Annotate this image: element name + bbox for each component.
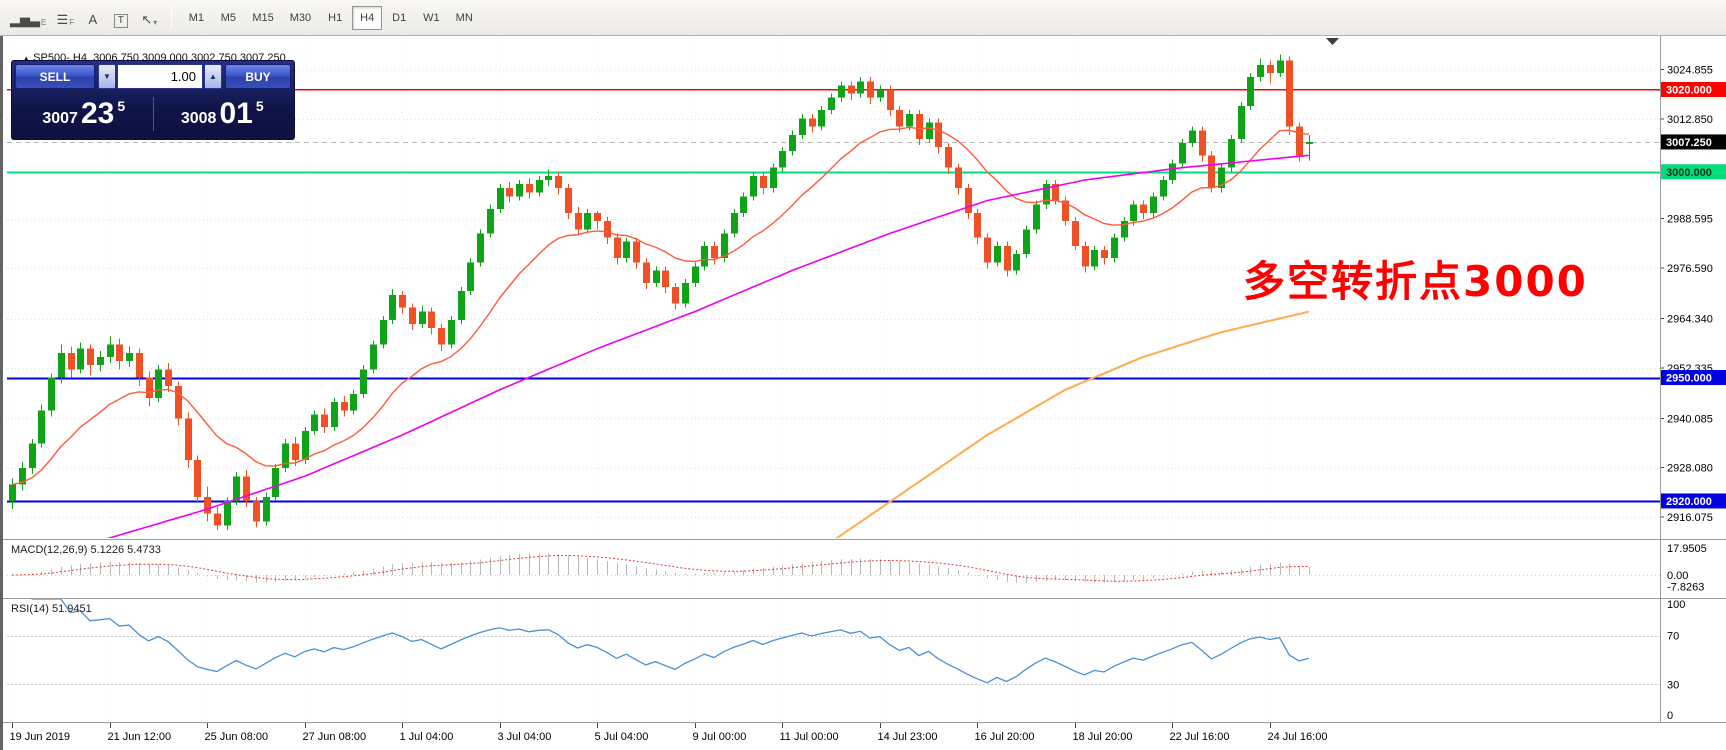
toolbar: ▂▅▃ E ☰ F A T ↖ ▾ M1 M5 M15 M30 H1 H4 D1 W1 MN	[0, 0, 1726, 36]
svg-text:2976.590: 2976.590	[1667, 263, 1713, 275]
timeframe-button-group: M1 M5 M15 M30 H1 H4 D1 W1 MN	[181, 5, 480, 30]
cursor-dropdown-icon[interactable]: ↖ ▾	[136, 5, 162, 31]
svg-text:5 Jul 04:00: 5 Jul 04:00	[595, 731, 649, 743]
timeframe-h1-button[interactable]: H1	[320, 6, 350, 30]
bar-chart-e-icon[interactable]: ▂▅▃ E	[6, 5, 50, 31]
svg-text:9 Jul 00:00: 9 Jul 00:00	[693, 731, 747, 743]
one-click-trading-panel[interactable]: SELL ▼ ▲ BUY 3007 23 5 3008 01 5	[11, 60, 295, 140]
sell-price-display: 3007 23 5	[15, 97, 153, 131]
svg-text:2916.075: 2916.075	[1667, 512, 1713, 524]
window-marker-icon: ▲	[22, 54, 31, 63]
svg-text:21 Jun 12:00: 21 Jun 12:00	[108, 731, 172, 743]
svg-text:3012.850: 3012.850	[1667, 114, 1713, 126]
timeframe-w1-button[interactable]: W1	[416, 6, 447, 30]
chart-canvas[interactable]: 3024.855 3012.850 2988.595 2976.590 2964.340…	[3, 36, 1726, 750]
toolbar-separator	[171, 6, 173, 29]
buy-price-base: 3008	[180, 110, 217, 127]
svg-text:2988.595: 2988.595	[1667, 214, 1713, 226]
buy-button[interactable]: BUY	[225, 64, 291, 89]
svg-text:100: 100	[1667, 599, 1685, 611]
volume-increase-button[interactable]: ▲	[204, 64, 222, 89]
timeframe-mn-button[interactable]: MN	[449, 6, 480, 30]
svg-text:27 Jun 08:00: 27 Jun 08:00	[303, 731, 367, 743]
svg-text:3 Jul 04:00: 3 Jul 04:00	[498, 731, 552, 743]
timeframe-m5-button[interactable]: M5	[213, 6, 243, 30]
svg-text:3024.855: 3024.855	[1667, 65, 1713, 77]
svg-text:25 Jun 08:00: 25 Jun 08:00	[205, 731, 269, 743]
panel-separators[interactable]	[3, 36, 1726, 723]
svg-text:22 Jul 16:00: 22 Jul 16:00	[1170, 731, 1230, 743]
rsi-panel	[7, 599, 1660, 685]
svg-text:24 Jul 16:00: 24 Jul 16:00	[1268, 731, 1328, 743]
svg-text:2920.000: 2920.000	[1666, 496, 1712, 508]
svg-text:2940.085: 2940.085	[1667, 413, 1713, 425]
time-axis[interactable]: 19 Jun 2019 21 Jun 12:00 25 Jun 08:00 27 Ju…	[10, 723, 1328, 743]
svg-text:17.9505: 17.9505	[1667, 543, 1707, 555]
macd-panel	[7, 553, 1660, 583]
macd-indicator-label: MACD(12,26,9) 5.1226 5.4733	[11, 544, 161, 556]
sell-button[interactable]: SELL	[15, 64, 95, 89]
text-a-icon[interactable]: A	[80, 5, 106, 31]
buy-price-display: 3008 01 5	[154, 97, 292, 131]
timeframe-m1-button[interactable]: M1	[181, 6, 211, 30]
svg-text:2928.080: 2928.080	[1667, 463, 1713, 475]
horizontal-level-lines[interactable]	[7, 88, 1660, 503]
buy-price-pips: 01	[219, 97, 253, 130]
chart-shift-marker[interactable]	[1326, 38, 1339, 45]
svg-text:0.00: 0.00	[1667, 570, 1688, 582]
svg-text:3007.250: 3007.250	[1666, 137, 1712, 149]
svg-text:2964.340: 2964.340	[1667, 314, 1713, 326]
moving-averages	[11, 126, 1310, 538]
svg-text:3020.000: 3020.000	[1666, 84, 1712, 96]
toolbar-icon-group: ▂▅▃ E ☰ F A T ↖ ▾	[6, 5, 162, 31]
chart-annotation: 多空转折点3000	[1243, 257, 1588, 306]
timeframe-d1-button[interactable]: D1	[384, 6, 414, 30]
list-f-icon[interactable]: ☰ F	[52, 5, 78, 31]
price-divider	[152, 97, 154, 131]
svg-text:70: 70	[1667, 631, 1679, 643]
volume-input[interactable]	[117, 64, 203, 89]
buy-price-fraction: 5	[255, 98, 264, 114]
svg-text:2950.000: 2950.000	[1666, 373, 1712, 385]
timeframe-m15-button[interactable]: M15	[245, 6, 280, 30]
svg-text:-7.8263: -7.8263	[1667, 582, 1704, 594]
svg-text:11 Jul 00:00: 11 Jul 00:00	[780, 731, 839, 743]
svg-text:16 Jul 20:00: 16 Jul 20:00	[975, 731, 1035, 743]
svg-text:0: 0	[1667, 710, 1673, 722]
svg-text:19 Jun 2019: 19 Jun 2019	[10, 731, 71, 743]
volume-spinner[interactable]: ▼ ▲	[98, 64, 222, 89]
sell-price-fraction: 5	[117, 98, 126, 114]
chart-area: 3024.855 3012.850 2988.595 2976.590 2964.340…	[0, 36, 1726, 750]
rsi-indicator-label: RSI(14) 51.9451	[11, 603, 92, 615]
svg-text:1 Jul 04:00: 1 Jul 04:00	[400, 731, 454, 743]
svg-text:14 Jul 23:00: 14 Jul 23:00	[878, 731, 938, 743]
candlesticks[interactable]	[9, 54, 1313, 530]
boxed-t-icon[interactable]: T	[108, 5, 134, 31]
volume-decrease-button[interactable]: ▼	[98, 64, 116, 89]
svg-text:30: 30	[1667, 679, 1679, 691]
price-scale[interactable]: 3024.855 3012.850 2988.595 2976.590 2964.340…	[1661, 65, 1726, 722]
sell-price-pips: 23	[80, 97, 115, 130]
svg-text:18 Jul 20:00: 18 Jul 20:00	[1073, 731, 1133, 743]
timeframe-m30-button[interactable]: M30	[283, 6, 318, 30]
svg-text:3000.000: 3000.000	[1666, 167, 1712, 179]
timeframe-h4-button[interactable]: H4	[352, 5, 383, 30]
sell-price-base: 3007	[42, 110, 78, 127]
